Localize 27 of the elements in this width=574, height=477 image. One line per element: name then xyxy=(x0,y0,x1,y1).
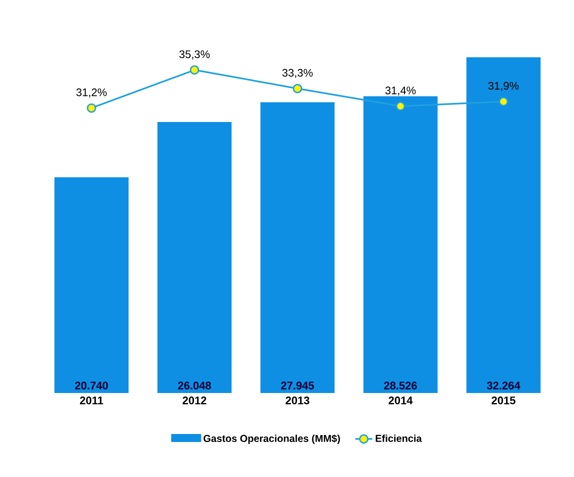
point xyxy=(498,96,508,106)
x-tick-label: 2014 xyxy=(388,396,413,404)
point xyxy=(190,65,200,75)
bar xyxy=(157,122,232,393)
data-label: 31,2% xyxy=(76,88,107,98)
data-label: 32.264 xyxy=(486,382,520,390)
data-label: 33,3% xyxy=(282,68,313,78)
point xyxy=(292,84,302,94)
data-label: 31,4% xyxy=(385,86,416,96)
bar xyxy=(363,96,438,393)
data-label: 28.526 xyxy=(384,382,417,390)
bar xyxy=(260,102,335,393)
legend-label: Gastos Operacionales (MM$) xyxy=(204,434,340,444)
data-label: 31,9% xyxy=(488,82,519,91)
data-label: 26.048 xyxy=(178,382,211,390)
bar xyxy=(54,177,129,393)
bar xyxy=(466,57,541,393)
data-label: 35,3% xyxy=(179,50,210,60)
x-tick-label: 2012 xyxy=(182,396,206,404)
data-label: 27.945 xyxy=(281,382,314,390)
point xyxy=(86,103,96,113)
x-tick-label: 2011 xyxy=(80,396,104,404)
point xyxy=(396,101,406,111)
data-label: 20.740 xyxy=(75,382,108,390)
legend-label: Eficiencia xyxy=(376,434,422,442)
x-tick-label: 2015 xyxy=(492,396,516,404)
x-tick-label: 2013 xyxy=(286,396,310,404)
